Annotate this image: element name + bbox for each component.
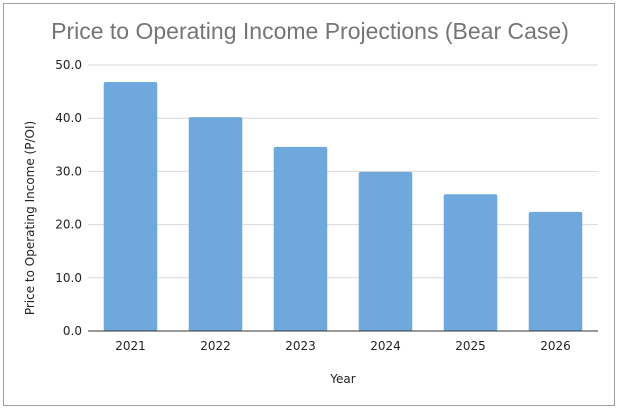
bar-2023 [273,146,328,331]
bar-2026 [528,211,583,331]
x-axis-title: Year [329,372,355,386]
x-tick-label: 2025 [455,339,486,353]
bar-2025 [443,194,498,331]
y-tick-label: 20.0 [55,218,82,232]
bars [103,82,583,331]
y-axis-ticks: 0.0 10.0 20.0 30.0 40.0 50.0 [55,58,82,338]
x-tick-label: 2024 [370,339,401,353]
gridlines [88,64,598,279]
bar-2022 [188,117,243,331]
y-tick-label: 30.0 [55,164,82,178]
y-tick-label: 10.0 [55,271,82,285]
y-tick-label: 40.0 [55,111,82,125]
bar-2024 [358,171,413,331]
x-tick-label: 2026 [540,339,571,353]
y-tick-label: 50.0 [55,58,82,72]
x-tick-label: 2023 [285,339,316,353]
y-tick-label: 0.0 [63,324,82,338]
bar-2021 [103,82,158,331]
y-axis-title: Price to Operating Income (P/OI) [23,121,37,315]
chart-title: Price to Operating Income Projections (B… [51,18,569,44]
x-tick-label: 2022 [200,339,231,353]
x-axis-ticks: 2021 2022 2023 2024 2025 2026 [115,339,571,353]
x-tick-label: 2021 [115,339,146,353]
